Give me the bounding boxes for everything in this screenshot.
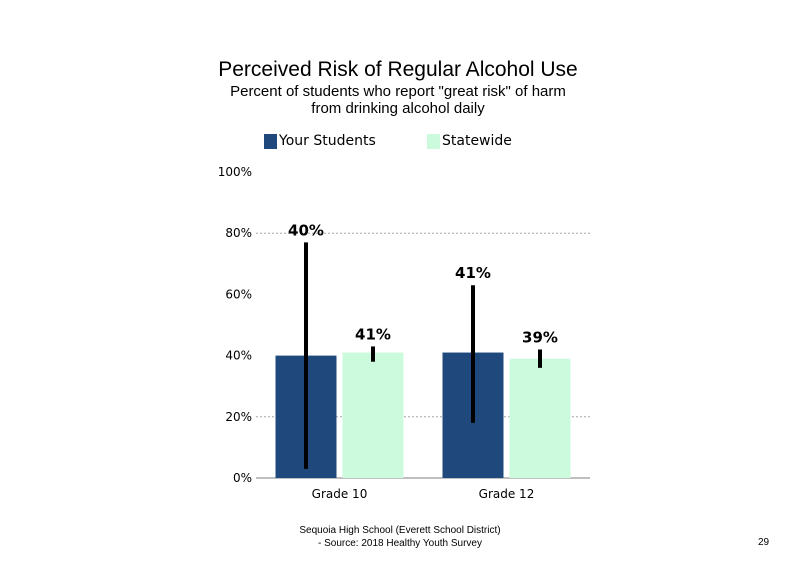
bar-statewide-grade-12: [509, 358, 571, 478]
page-number: 29: [758, 537, 770, 548]
subtitle-line-1: Percent of students who report "great ri…: [230, 83, 566, 100]
data-label-statewide-grade-12: 39%: [522, 328, 558, 346]
data-label-your-students-grade-10: 40%: [288, 221, 324, 239]
subtitle-line-2: from drinking alcohol daily: [311, 100, 485, 117]
legend-swatch-statewide: [427, 134, 440, 149]
bar-statewide-grade-10: [342, 352, 404, 478]
y-tick-label: 40%: [225, 349, 252, 363]
y-tick-label: 80%: [225, 226, 252, 240]
y-tick-label: 0%: [233, 471, 252, 485]
legend-label-statewide: Statewide: [442, 133, 512, 149]
footer-source: Sequoia High School (Everett School Dist…: [230, 524, 570, 550]
data-label-your-students-grade-12: 41%: [455, 264, 491, 282]
footer-line-1: Sequoia High School (Everett School Dist…: [299, 525, 501, 536]
chart-subtitle: Percent of students who report "great ri…: [0, 83, 796, 117]
y-tick-label: 60%: [225, 287, 252, 301]
data-label-statewide-grade-10: 41%: [355, 325, 391, 343]
y-tick-label: 100%: [218, 165, 252, 179]
legend-swatch-your-students: [264, 134, 277, 149]
chart-title: Perceived Risk of Regular Alcohol Use: [218, 58, 578, 81]
y-tick-label: 20%: [225, 410, 252, 424]
legend-label-your-students: Your Students: [279, 133, 376, 149]
x-tick-label-grade-10: Grade 10: [312, 487, 368, 501]
footer-line-2: - Source: 2018 Healthy Youth Survey: [318, 538, 482, 549]
x-tick-label-grade-12: Grade 12: [479, 487, 535, 501]
